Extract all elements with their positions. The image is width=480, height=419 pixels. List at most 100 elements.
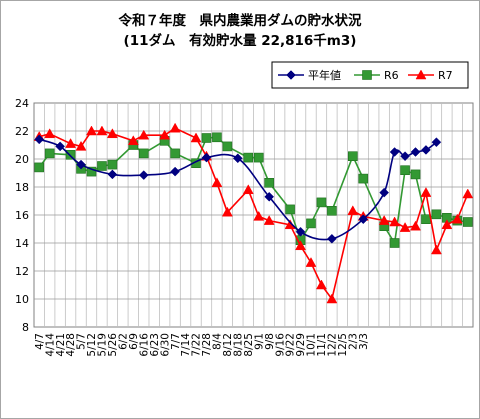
y-tick-label: 24 <box>15 97 29 110</box>
x-tick-label: 5/7 <box>76 333 88 350</box>
data-point-triangle <box>106 128 118 139</box>
data-point-triangle <box>305 257 317 267</box>
x-tick-label: 9/29 <box>295 333 307 357</box>
data-point-diamond <box>232 153 243 164</box>
data-point-triangle <box>190 132 202 143</box>
data-point-triangle <box>211 177 223 188</box>
x-tick-label: 6/30 <box>159 333 171 357</box>
data-point-triangle <box>347 205 359 216</box>
legend-marker <box>415 69 427 80</box>
data-point-diamond <box>76 159 86 170</box>
data-point-diamond <box>327 233 337 244</box>
data-point-square <box>358 173 369 184</box>
data-point-triangle <box>86 125 97 136</box>
data-point-triangle <box>378 215 390 225</box>
x-tick-label: 4/21 <box>55 333 67 357</box>
data-point-square <box>170 148 180 159</box>
data-point-triangle <box>430 244 442 255</box>
x-tick-label: 4/14 <box>44 333 56 357</box>
data-point-square <box>316 197 327 208</box>
data-point-square <box>306 218 316 229</box>
data-point-diamond <box>55 141 65 152</box>
data-point-triangle <box>295 240 306 251</box>
data-point-square <box>34 162 45 173</box>
x-tick-label: 6/9 <box>128 333 140 350</box>
x-tick-label: 10/1 <box>306 333 318 357</box>
data-point-triangle <box>399 222 411 232</box>
data-point-diamond <box>138 170 149 180</box>
data-point-square <box>264 178 274 188</box>
data-point-triangle <box>65 138 77 148</box>
x-tick-label: 2/3 <box>347 333 359 350</box>
data-point-diamond <box>431 137 442 148</box>
data-point-square <box>347 151 358 161</box>
data-point-triangle <box>75 140 87 151</box>
data-point-square <box>97 161 107 171</box>
data-point-triangle <box>127 135 139 146</box>
data-point-triangle <box>169 122 181 133</box>
x-tick-label: 6/16 <box>138 333 150 357</box>
data-point-triangle <box>138 129 150 140</box>
x-tick-label: 7/14 <box>180 333 192 357</box>
x-tick-label: 9/8 <box>264 333 276 350</box>
y-tick-label: 8 <box>22 321 29 334</box>
data-point-diamond <box>264 191 275 202</box>
data-point-triangle <box>263 215 275 225</box>
x-tick-label: 9/16 <box>274 333 286 357</box>
data-point-triangle <box>441 219 453 230</box>
data-point-square <box>138 148 149 159</box>
data-point-diamond <box>170 166 180 177</box>
legend-label: 平年値 <box>308 68 341 82</box>
chart-title: 令和７年度 県内農業用ダムの貯水状況 <box>118 13 362 29</box>
legend-marker <box>362 70 372 80</box>
x-tick-label: 8/4 <box>212 333 224 350</box>
data-point-square <box>327 206 337 216</box>
x-tick-label: 7/22 <box>191 333 203 357</box>
x-tick-label: 9/1 <box>253 333 265 350</box>
x-tick-label: 8/18 <box>232 333 244 357</box>
data-point-square <box>212 132 222 143</box>
data-point-triangle <box>420 187 432 197</box>
data-point-diamond <box>201 152 212 163</box>
legend-label: R7 <box>438 69 453 82</box>
x-tick-label: 9/22 <box>285 333 297 357</box>
data-point-diamond <box>358 214 369 225</box>
x-tick-label: 7/7 <box>170 333 182 350</box>
legend-label: R6 <box>384 69 399 82</box>
y-tick-label: 10 <box>15 293 29 306</box>
data-point-square <box>410 169 421 180</box>
y-tick-label: 22 <box>15 125 29 138</box>
data-point-triangle <box>451 213 463 224</box>
chart-subtitle: (11ダム 有効貯水量 22,816千m3) <box>123 33 357 49</box>
data-point-square <box>222 141 233 152</box>
data-point-triangle <box>221 206 233 217</box>
data-point-diamond <box>421 145 431 155</box>
data-point-square <box>253 152 264 163</box>
data-point-triangle <box>159 129 171 140</box>
data-point-square <box>462 217 473 227</box>
x-tick-label: 6/2 <box>118 333 130 350</box>
data-point-triangle <box>316 279 327 290</box>
x-tick-label: 5/26 <box>107 333 119 357</box>
data-point-diamond <box>379 187 390 198</box>
data-point-diamond <box>410 147 421 157</box>
data-point-square <box>86 166 97 177</box>
x-tick-label: 3/3 <box>358 333 370 350</box>
legend-marker <box>286 70 296 80</box>
data-point-triangle <box>462 188 474 199</box>
data-point-square <box>389 238 400 248</box>
data-point-square <box>421 214 431 224</box>
x-tick-label: 4/28 <box>65 333 77 357</box>
x-tick-label: 8/12 <box>222 333 234 357</box>
y-tick-label: 20 <box>15 153 29 166</box>
data-point-square <box>44 148 55 159</box>
data-point-triangle <box>44 128 56 139</box>
data-point-triangle <box>389 216 401 227</box>
data-point-triangle <box>326 293 338 304</box>
data-point-triangle <box>410 220 421 231</box>
data-point-square <box>243 152 254 163</box>
x-tick-label: 6/23 <box>149 333 161 357</box>
data-point-square <box>107 159 118 170</box>
data-point-triangle <box>96 125 108 136</box>
